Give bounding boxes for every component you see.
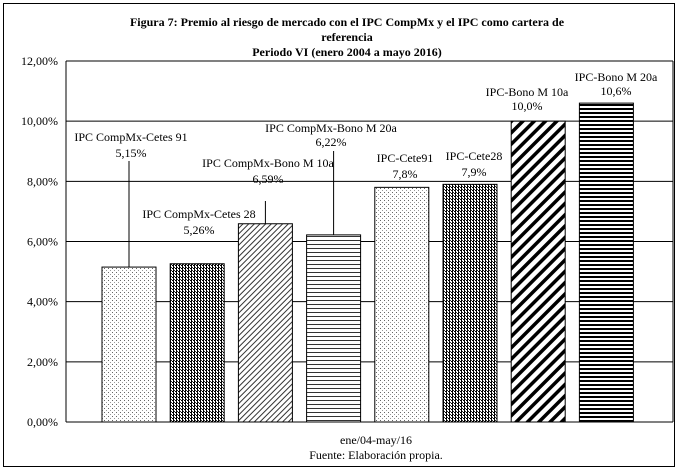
y-tick-label: 10,00% bbox=[21, 114, 58, 128]
bar-name-label: IPC CompMx-Cetes 91 bbox=[74, 130, 187, 144]
y-tick-label: 8,00% bbox=[27, 174, 58, 188]
bar-value-label: 10,0% bbox=[512, 99, 543, 113]
bar-name-label: IPC CompMx-Cetes 28 bbox=[142, 207, 255, 221]
bar-name-label: IPC-Bono M 20a bbox=[575, 70, 658, 84]
bar-value-label: 6,59% bbox=[253, 172, 284, 186]
bar-name-label: IPC-Cete28 bbox=[446, 149, 503, 163]
bar bbox=[101, 266, 157, 423]
bar bbox=[237, 223, 293, 423]
source-note: Fuente: Elaboración propia. bbox=[309, 448, 443, 462]
y-tick-label: 2,00% bbox=[27, 355, 58, 369]
bar-name-label: IPC CompMx-Bono M 20a bbox=[265, 121, 397, 135]
bar bbox=[374, 186, 430, 423]
bar bbox=[306, 234, 362, 423]
bar-value-label: 6,22% bbox=[316, 135, 347, 149]
chart-frame: Figura 7: Premio al riesgo de mercado co… bbox=[3, 3, 675, 467]
chart-title-line-2: referencia bbox=[321, 30, 373, 44]
bar-value-label: 7,8% bbox=[393, 167, 418, 181]
y-tick-label: 0,00% bbox=[27, 415, 58, 429]
y-tick-label: 12,00% bbox=[21, 54, 58, 68]
bar-value-label: 10,6% bbox=[601, 84, 632, 98]
y-tick-label: 4,00% bbox=[27, 295, 58, 309]
bar-value-label: 7,9% bbox=[462, 165, 487, 179]
y-tick-label: 6,00% bbox=[27, 235, 58, 249]
bar bbox=[578, 102, 634, 423]
bar-name-label: IPC CompMx-Bono M 10a bbox=[202, 156, 334, 170]
bar bbox=[510, 120, 566, 423]
bar-value-label: 5,15% bbox=[116, 146, 147, 160]
bar bbox=[442, 183, 498, 423]
bar-name-label: IPC-Cete91 bbox=[377, 151, 434, 165]
chart-title-line-3: Periodo VI (enero 2004 a mayo 2016) bbox=[252, 45, 442, 59]
bar bbox=[169, 263, 225, 423]
x-axis-label: ene/04-may/16 bbox=[340, 433, 412, 447]
bar-value-label: 5,26% bbox=[184, 223, 215, 237]
bar-name-label: IPC-Bono M 10a bbox=[486, 85, 569, 99]
bar-chart: Figura 7: Premio al riesgo de mercado co… bbox=[21, 15, 674, 462]
chart-title-line-1: Figura 7: Premio al riesgo de mercado co… bbox=[130, 15, 565, 29]
